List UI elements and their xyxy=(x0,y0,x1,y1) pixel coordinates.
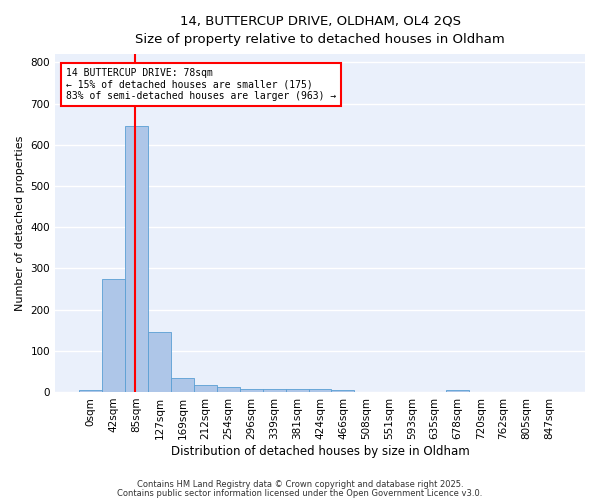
Bar xyxy=(263,388,286,392)
Bar xyxy=(217,387,240,392)
Text: Contains HM Land Registry data © Crown copyright and database right 2025.: Contains HM Land Registry data © Crown c… xyxy=(137,480,463,489)
Text: Contains public sector information licensed under the Open Government Licence v3: Contains public sector information licen… xyxy=(118,488,482,498)
Bar xyxy=(240,388,263,392)
Bar xyxy=(79,390,102,392)
Bar xyxy=(148,332,171,392)
Bar xyxy=(171,378,194,392)
Bar xyxy=(286,389,308,392)
Text: 14 BUTTERCUP DRIVE: 78sqm
← 15% of detached houses are smaller (175)
83% of semi: 14 BUTTERCUP DRIVE: 78sqm ← 15% of detac… xyxy=(65,68,336,101)
Bar xyxy=(194,384,217,392)
Bar xyxy=(102,278,125,392)
Y-axis label: Number of detached properties: Number of detached properties xyxy=(15,136,25,310)
Title: 14, BUTTERCUP DRIVE, OLDHAM, OL4 2QS
Size of property relative to detached house: 14, BUTTERCUP DRIVE, OLDHAM, OL4 2QS Siz… xyxy=(135,15,505,46)
Bar xyxy=(446,390,469,392)
Bar xyxy=(331,390,355,392)
Bar xyxy=(308,390,331,392)
X-axis label: Distribution of detached houses by size in Oldham: Distribution of detached houses by size … xyxy=(170,444,469,458)
Bar xyxy=(125,126,148,392)
